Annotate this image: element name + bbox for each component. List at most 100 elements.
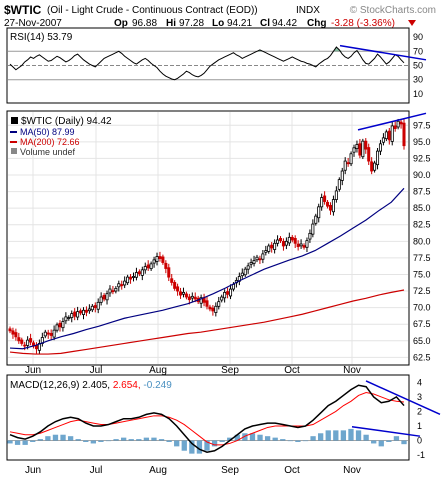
candle-body — [326, 201, 330, 207]
ma50-line — [9, 187, 405, 350]
macd-tick-label: 3 — [417, 392, 422, 402]
candle-body — [370, 161, 374, 172]
candle-body — [331, 199, 335, 213]
candle-body — [14, 332, 18, 338]
candle-body — [64, 316, 68, 322]
candle-body — [73, 311, 77, 317]
price-tick-label: 62.5 — [413, 352, 431, 362]
chart-date: 27-Nov-2007 — [4, 18, 62, 29]
candle-body — [387, 130, 391, 141]
candle-body — [343, 160, 347, 171]
candle-body — [270, 244, 274, 249]
macd-histogram-bar — [295, 440, 301, 442]
hi-label: Hi — [166, 18, 176, 29]
macd-histogram-bar — [151, 437, 157, 441]
macd-histogram-bar — [105, 440, 112, 442]
candle-body — [205, 300, 209, 307]
candle-body — [340, 170, 344, 181]
lo-value: 94.21 — [227, 18, 252, 29]
macd-histogram-bar — [287, 440, 293, 442]
macd-x-tick-label: Jul — [90, 465, 103, 476]
candle-body — [320, 197, 324, 208]
candle-body — [223, 291, 227, 299]
price-tick-label: 70.0 — [413, 303, 431, 313]
macd-histogram-bar — [249, 433, 256, 441]
macd-histogram-bar — [98, 440, 104, 442]
rsi-tick-label: 90 — [413, 32, 423, 42]
macd-legend-value: MACD(12,26,9) 2.405, — [10, 380, 113, 391]
candle-body — [131, 276, 136, 278]
chart-symbol: $WTIC — [4, 3, 42, 17]
macd-histogram-bar — [355, 430, 362, 441]
macd-legend: MACD(12,26,9) 2.405, 2.654, -0.249 — [10, 380, 172, 391]
candle-body — [20, 339, 24, 344]
price-panel-frame — [6, 110, 410, 366]
candle-body — [49, 332, 53, 336]
candle-body — [273, 242, 277, 250]
price-tick-label: 95.0 — [413, 137, 431, 147]
macd-histogram-bar — [158, 439, 165, 441]
candle-body — [302, 245, 306, 248]
candle-body — [181, 291, 185, 295]
macd-histogram-bar — [166, 440, 172, 442]
macd-histogram-bar — [318, 433, 324, 441]
candle-body — [126, 276, 130, 284]
price-legend: $WTIC (Daily) 94.42 — [21, 116, 112, 127]
macd-histogram-bar — [75, 439, 81, 441]
candle-body — [81, 309, 86, 315]
macd-histogram-bar — [121, 437, 127, 441]
candle-body — [328, 204, 333, 211]
macd-histogram-bar — [234, 434, 240, 441]
rsi-panel: 90 70 50 30 10 RSI(14) 53.79 — [8, 32, 427, 99]
candle-body — [287, 236, 291, 244]
macd-histogram-bar — [325, 430, 331, 441]
down-triangle-icon — [408, 20, 416, 26]
candle-body — [267, 245, 271, 252]
macd-x-tick-label: Oct — [284, 465, 300, 476]
histogram-trendline — [351, 425, 421, 437]
candle-body — [305, 240, 309, 248]
candle-body — [55, 324, 59, 331]
chg-label: Chg — [307, 18, 326, 29]
price-x-tick-label: Oct — [284, 365, 300, 376]
candle-body — [402, 122, 406, 147]
macd-tick-label: 2 — [417, 406, 422, 416]
macd-histogram-bar — [7, 440, 13, 444]
x-axis: Jun Jun Jul Jul Aug Aug Sep Sep Oct Oct Nov Nov — [25, 365, 361, 476]
candle-body — [76, 311, 80, 318]
macd-histogram-bar — [30, 440, 36, 442]
macd-histogram-bar — [310, 436, 316, 441]
macd-histogram-bar — [219, 440, 225, 442]
macd-x-tick-label: Jun — [25, 465, 41, 476]
candle-body — [187, 296, 191, 301]
price-tick-label: 80.0 — [413, 236, 431, 246]
price-tick-label: 72.5 — [413, 286, 431, 296]
macd-histogram-bar — [401, 440, 407, 445]
candle-body — [117, 283, 121, 288]
macd-histogram-bar — [174, 440, 180, 447]
candle-body — [246, 265, 250, 270]
candle-body — [378, 143, 382, 152]
candle-body — [355, 144, 359, 150]
volume-legend-icon — [11, 148, 17, 154]
candle-body — [105, 293, 109, 301]
candle-body — [373, 162, 377, 171]
candle-body — [176, 286, 180, 292]
price-tick-label: 65.0 — [413, 336, 431, 346]
candle-body — [170, 278, 174, 283]
ma50-legend: MA(50) 87.99 — [20, 127, 75, 137]
hi-value: 97.28 — [179, 18, 204, 29]
candle-body — [361, 140, 365, 158]
macd-tick-label: 0 — [417, 436, 422, 446]
candle-body — [390, 125, 394, 142]
candle-body — [99, 296, 103, 303]
price-x-tick-label: Jul — [90, 365, 103, 376]
candle-body — [93, 305, 97, 309]
candle-body — [167, 267, 171, 278]
macd-histogram-bar — [83, 440, 89, 442]
candle-body — [393, 125, 397, 129]
candle-body — [220, 296, 224, 301]
candle-body — [208, 306, 212, 310]
macd-histogram-bar — [52, 434, 59, 441]
